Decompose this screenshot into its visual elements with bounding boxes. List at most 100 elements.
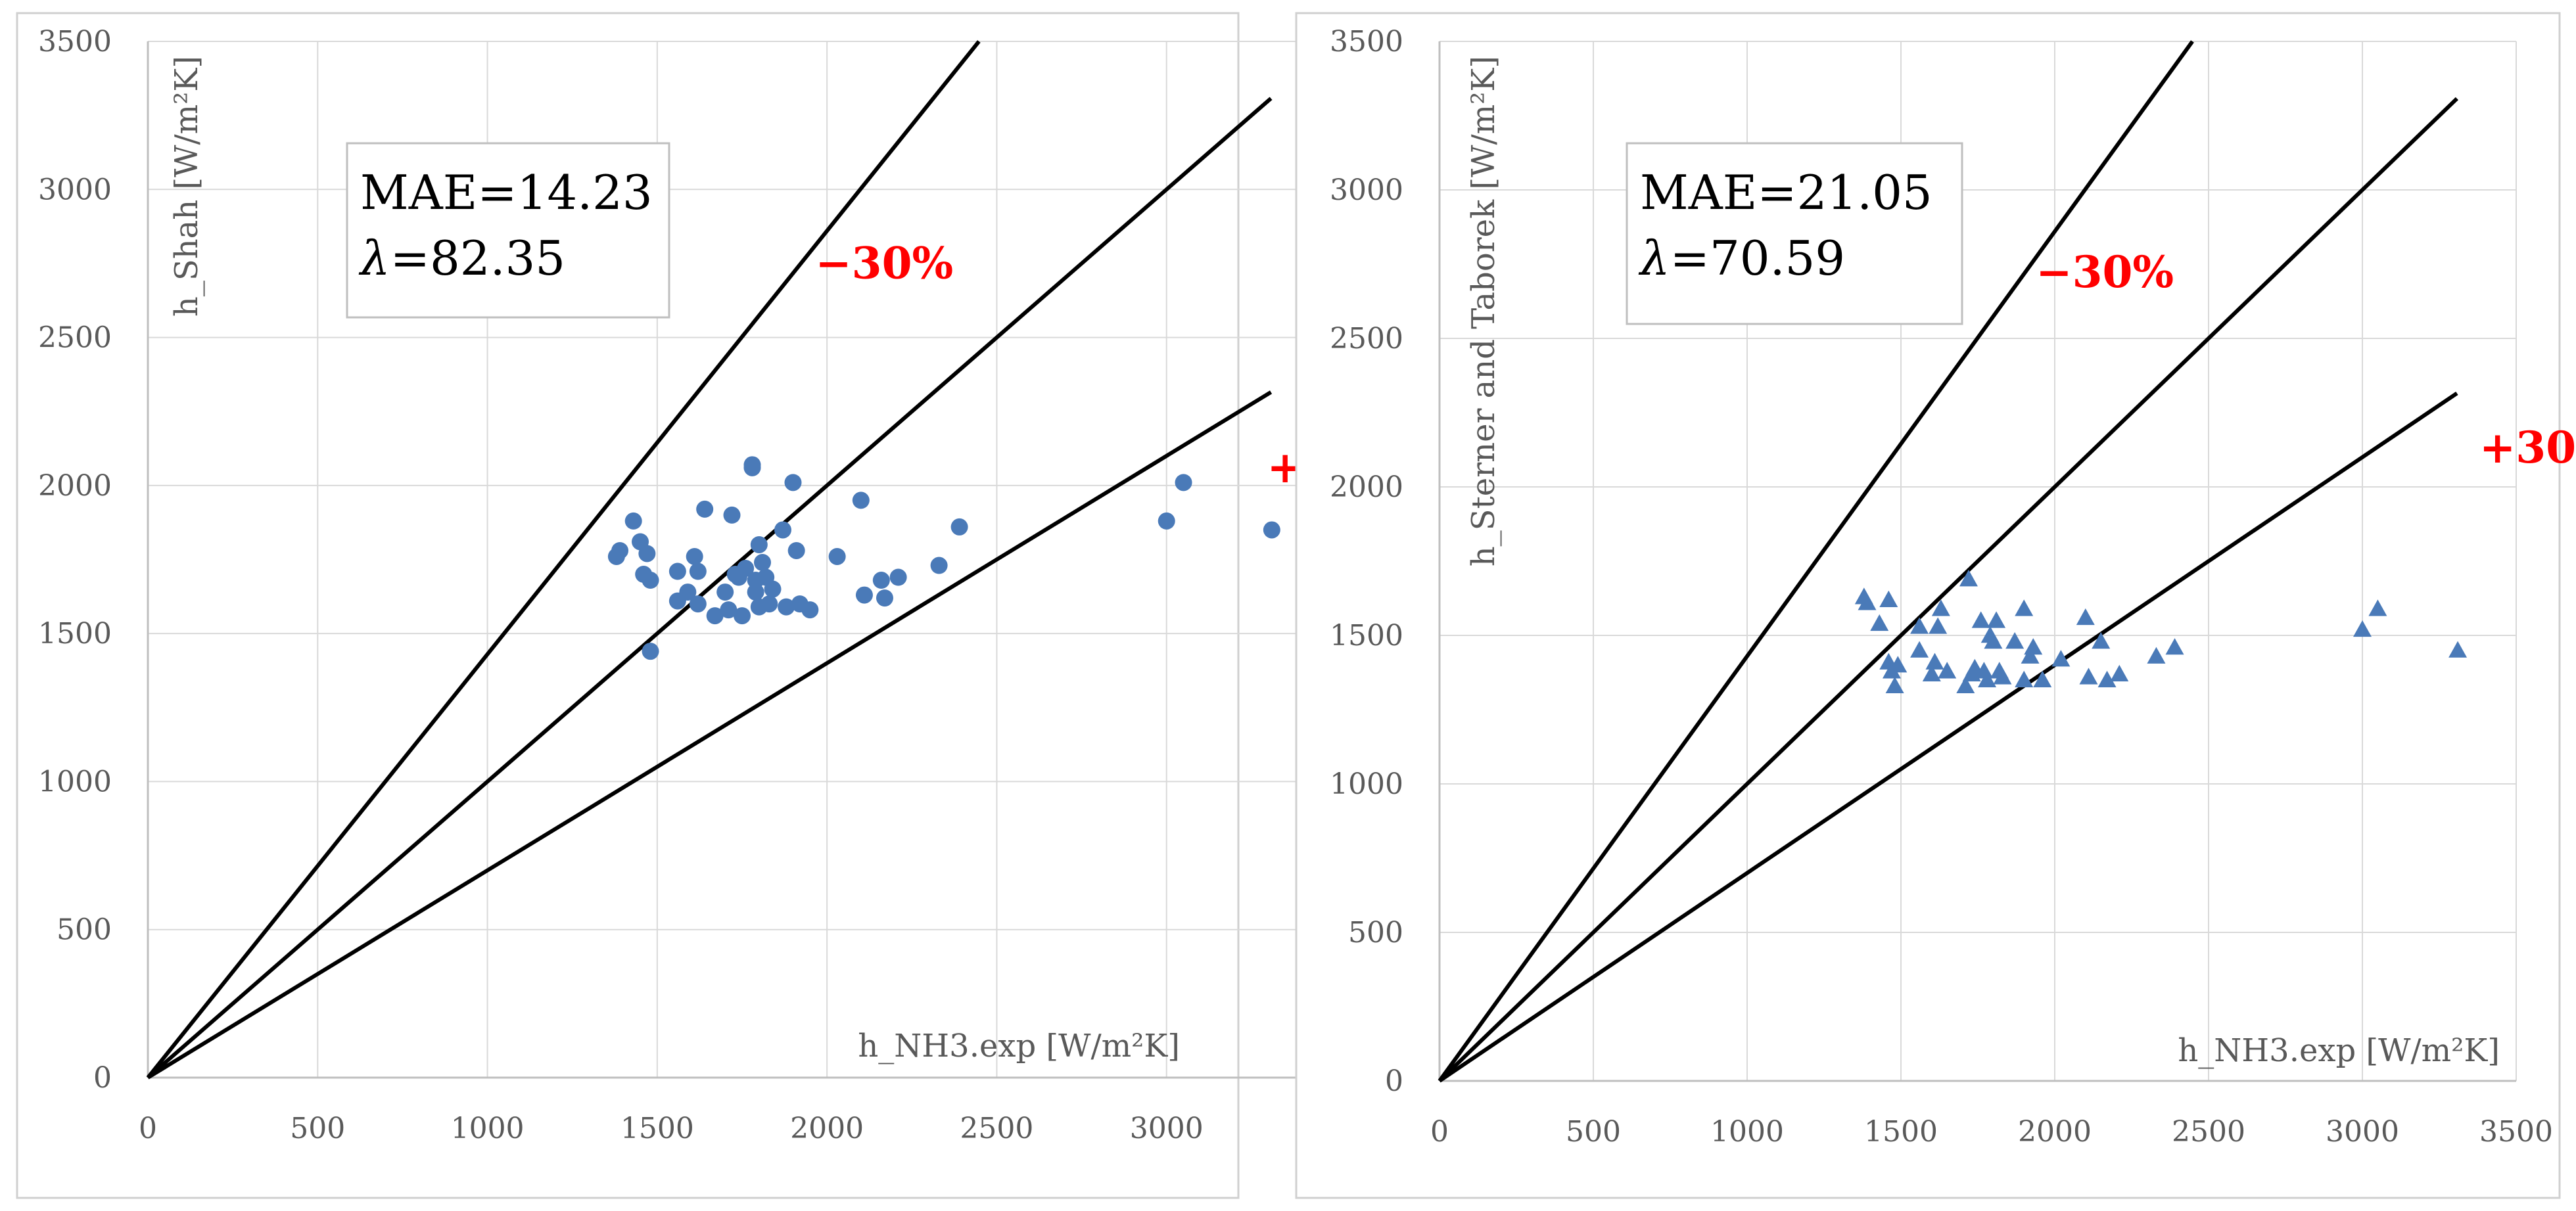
x-tick-label: 1000 (451, 1112, 525, 1145)
parity-line (1438, 97, 2458, 1083)
parity-line (147, 97, 1273, 1080)
data-point (723, 506, 741, 524)
data-point (668, 562, 686, 580)
data-point (2021, 647, 2040, 664)
x-axis-label: h_NH3.exp [W/m²K] (858, 1028, 1180, 1064)
data-point (1956, 676, 1975, 694)
chart-panel-shah: 0 500 1000 1500 2000 2500 3000 3500 0 500 1000 150… (16, 12, 1405, 1199)
x-tick-label: 3500 (2479, 1115, 2553, 1149)
data-point (1858, 593, 1877, 610)
data-point (679, 583, 697, 601)
data-point (889, 568, 907, 586)
x-tick-label: 1500 (621, 1112, 694, 1145)
data-point (747, 583, 764, 601)
plus-30-label: +30% (2479, 422, 2576, 473)
data-point (801, 601, 819, 619)
data-point (2051, 650, 2071, 667)
data-point (2448, 641, 2468, 658)
data-point (930, 557, 948, 574)
data-points (1854, 570, 2468, 694)
deviation-lines (1438, 40, 2458, 1083)
axes (147, 41, 1336, 1079)
data-point (950, 518, 968, 536)
data-point (1922, 664, 1941, 681)
data-point (852, 491, 870, 509)
y-tick-label: 2000 (1330, 470, 1403, 504)
stats-box: MAE=21.05 λ=70.59 (1626, 142, 1963, 325)
y-tick-label: 2500 (38, 321, 112, 355)
data-point (689, 595, 707, 613)
plus-30-line (147, 390, 1273, 1080)
y-tick-label: 2000 (38, 469, 112, 503)
x-tick-label: 2000 (2018, 1115, 2092, 1149)
y-axis-label: h_Sterner and Taborek [W/m²K] (1465, 56, 1502, 566)
data-points (607, 456, 1280, 660)
data-point (1993, 668, 2012, 685)
axes (1438, 41, 2516, 1082)
lambda-number: =70.59 (1670, 231, 1845, 286)
data-point (1925, 652, 1944, 670)
minus-30-label: −30% (815, 237, 953, 288)
data-point (2079, 668, 2098, 685)
x-tick-label: 500 (290, 1112, 345, 1145)
y-tick-label: 1000 (38, 765, 112, 798)
minus-30-line (1438, 40, 2194, 1082)
minus-30-line (146, 40, 981, 1079)
y-tick-labels: 0 500 1000 1500 2000 2500 3000 3500 (1330, 25, 1403, 1098)
y-tick-label: 500 (57, 913, 112, 947)
data-point (774, 521, 791, 539)
lambda-value: λ=70.59 (1638, 231, 1845, 286)
data-point (2005, 632, 2025, 649)
minus-30-label: −30% (2036, 246, 2174, 298)
data-point (1263, 521, 1280, 539)
y-tick-label: 1500 (1330, 619, 1403, 652)
chart-panel-sterner-taborek: 0 500 1000 1500 2000 2500 3000 3500 0 500 1000 150… (1295, 12, 2576, 1199)
data-point (2024, 638, 2043, 655)
data-point (1938, 662, 1957, 679)
data-point (1885, 676, 1904, 694)
y-axis-label: h_Shah [W/m²K] (168, 56, 205, 317)
data-point (1971, 611, 1990, 628)
y-tick-label: 1000 (1330, 767, 1403, 801)
y-tick-label: 3500 (1330, 25, 1403, 58)
x-tick-labels: 0 500 1000 1500 2000 2500 3000 3500 (1430, 1115, 2553, 1149)
data-point (1984, 632, 2003, 649)
data-point (1987, 611, 2006, 628)
x-tick-label: 1000 (1710, 1115, 1784, 1149)
data-point (872, 572, 890, 589)
y-tick-label: 3000 (1330, 173, 1403, 207)
data-point (1870, 614, 1889, 631)
x-tick-label: 0 (1430, 1115, 1449, 1149)
lambda-symbol: λ (1638, 231, 1670, 286)
y-tick-label: 3000 (38, 173, 112, 206)
y-tick-label: 500 (1348, 916, 1403, 949)
lambda-number: =82.35 (390, 231, 565, 286)
data-point (778, 598, 795, 616)
data-point (1175, 474, 1192, 491)
data-point (737, 560, 755, 578)
x-tick-label: 2500 (960, 1112, 1033, 1145)
data-point (2015, 599, 2034, 616)
mae-value: MAE=21.05 (1640, 165, 1932, 220)
y-tick-label: 2500 (1330, 322, 1403, 355)
data-point (1929, 617, 1948, 634)
data-point (2110, 664, 2129, 681)
x-tick-label: 3000 (2326, 1115, 2399, 1149)
data-point (734, 607, 751, 625)
data-point (1158, 512, 1175, 530)
lambda-value: λ=82.35 (358, 231, 565, 286)
data-point (2092, 632, 2111, 649)
data-point (624, 512, 642, 530)
data-point (1888, 656, 1908, 673)
data-point (611, 541, 629, 559)
data-point (1910, 641, 1929, 658)
data-point (1910, 617, 1929, 634)
plus-30-line (1438, 392, 2458, 1083)
y-tick-label: 0 (1385, 1064, 1403, 1098)
data-point (689, 562, 707, 580)
data-point (686, 547, 703, 565)
mae-value: MAE=14.23 (360, 165, 653, 220)
data-point (743, 456, 761, 474)
data-point (2353, 620, 2372, 637)
